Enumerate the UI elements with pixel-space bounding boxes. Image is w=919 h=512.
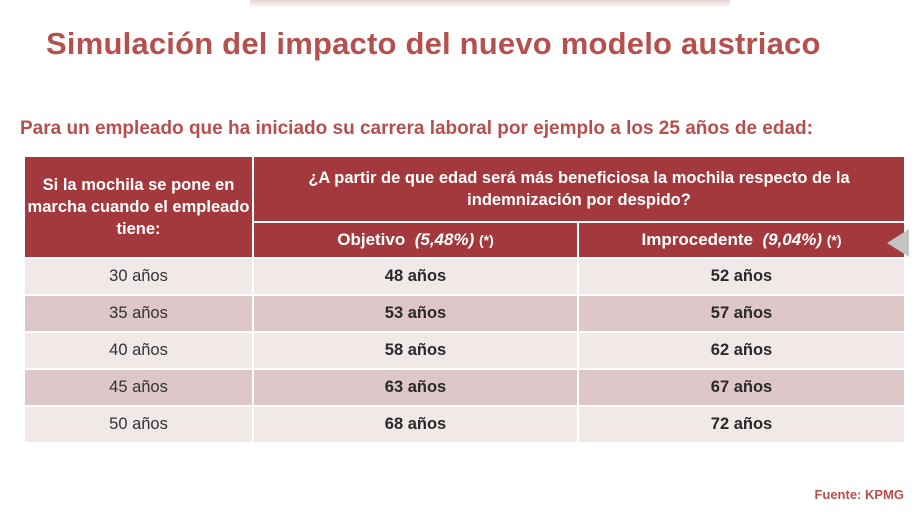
row-age: 45 años	[23, 368, 254, 407]
simulation-table: Si la mochila se pone en marcha cuando e…	[23, 155, 907, 444]
row-objetivo: 68 años	[252, 405, 579, 444]
table-row: 50 años 68 años 72 años	[23, 405, 907, 444]
row-improcedente: 72 años	[576, 405, 907, 444]
row-objetivo: 53 años	[252, 294, 579, 333]
header-improcedente: Improcedente (9,04%) (*)	[576, 221, 907, 259]
table-row: 35 años 53 años 57 años	[23, 294, 907, 333]
row-objetivo: 48 años	[252, 257, 579, 296]
header-question: ¿A partir de que edad será más beneficio…	[251, 155, 907, 223]
row-age: 30 años	[23, 257, 254, 296]
row-objetivo: 63 años	[252, 368, 579, 407]
row-improcedente: 57 años	[576, 294, 907, 333]
row-age: 35 años	[23, 294, 254, 333]
row-improcedente: 52 años	[576, 257, 907, 296]
top-decorative-strip	[250, 0, 730, 8]
header-objetivo: Objetivo (5,48%) (*)	[252, 221, 579, 259]
row-age: 50 años	[23, 405, 254, 444]
header-improcedente-ref: (*)	[826, 232, 842, 248]
row-age: 40 años	[23, 331, 254, 370]
header-improcedente-label: Improcedente	[641, 230, 753, 249]
row-improcedente: 62 años	[576, 331, 907, 370]
pointer-triangle-icon	[887, 229, 909, 257]
page-title: Simulación del impacto del nuevo modelo …	[46, 26, 821, 61]
header-objetivo-pct: (5,48%)	[414, 230, 475, 249]
row-objetivo: 58 años	[252, 331, 579, 370]
table-row: 40 años 58 años 62 años	[23, 331, 907, 370]
header-objetivo-label: Objetivo	[337, 230, 406, 249]
header-start-age: Si la mochila se pone en marcha cuando e…	[23, 155, 254, 259]
row-improcedente: 67 años	[576, 368, 907, 407]
source-credit: Fuente: KPMG	[814, 487, 904, 502]
table-row: 45 años 63 años 67 años	[23, 368, 907, 407]
header-objetivo-ref: (*)	[478, 232, 494, 248]
table-row: 30 años 48 años 52 años	[23, 257, 907, 296]
page-subtitle: Para un empleado que ha iniciado su carr…	[20, 118, 813, 139]
header-improcedente-pct: (9,04%)	[762, 230, 822, 249]
